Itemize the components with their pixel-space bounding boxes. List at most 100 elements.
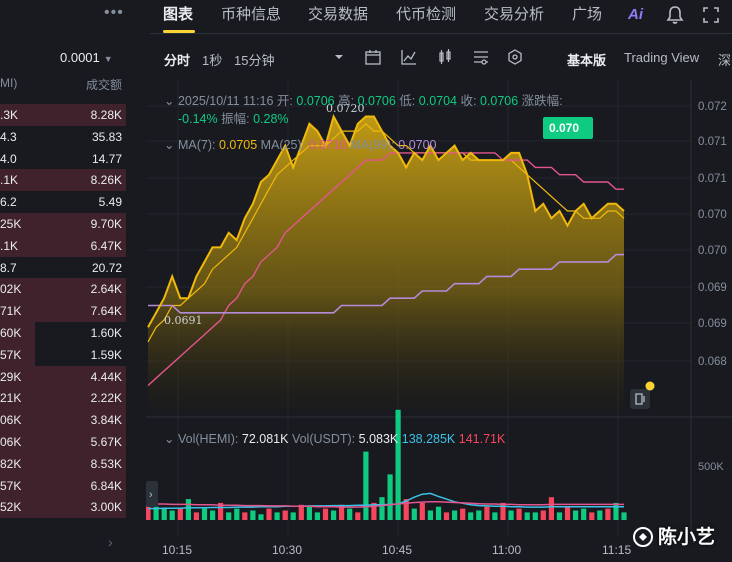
- volume-bar: [476, 510, 482, 520]
- view-tradingview[interactable]: Trading View: [624, 50, 700, 65]
- settings-sliders-icon[interactable]: [472, 48, 490, 66]
- view-basic[interactable]: 基本版: [567, 53, 607, 68]
- time-tick-label: 11:15: [602, 543, 631, 557]
- current-price-tag: 0.070: [543, 117, 593, 139]
- volume-bar: [556, 512, 563, 520]
- order-amount: 5.49: [98, 195, 122, 210]
- order-book-row[interactable]: 02K 2.64K: [0, 278, 126, 301]
- order-book-row[interactable]: 25K 9.70K: [0, 212, 126, 235]
- interval-15m[interactable]: 15分钟: [234, 53, 275, 68]
- volume-bar: [234, 508, 240, 520]
- interval-1s[interactable]: 1秒: [202, 53, 223, 68]
- ma25-line: [147, 152, 624, 387]
- tab-chart[interactable]: 图表: [163, 6, 194, 23]
- order-book-row[interactable]: 52K 3.00K: [0, 496, 126, 519]
- volume-bar: [274, 512, 280, 520]
- calendar-icon[interactable]: [364, 48, 382, 66]
- order-amount: 14.77: [91, 151, 122, 166]
- active-tab-indicator: [163, 30, 195, 33]
- chart-canvas[interactable]: 0.072 0.071 0.071 0.070 0.070 0.069 0.069 0.068…: [146, 80, 732, 562]
- high-marker: 0.0720: [326, 102, 365, 115]
- volume-bar: [452, 510, 458, 520]
- tab-trade-data[interactable]: 交易数据: [308, 6, 369, 23]
- volume-bar: [589, 512, 595, 520]
- order-qty: 57K: [0, 478, 22, 493]
- hexagon-settings-icon[interactable]: [506, 48, 524, 66]
- price-chart[interactable]: 0.072 0.071 0.071 0.070 0.070 0.069 0.069 0.068…: [146, 80, 732, 562]
- order-book-row[interactable]: 06K 5.67K: [0, 430, 126, 453]
- ohlc-legend: ⌄ 2025/10/11 11:16 开: 0.0706 高: 0.0706 低…: [164, 94, 563, 108]
- volume-bar: [266, 508, 272, 520]
- legend-vol-ma-b: 141.71K: [458, 432, 506, 446]
- order-book-row[interactable]: 57K 6.84K: [0, 474, 126, 497]
- volume-axis-tick: 500K: [698, 461, 724, 473]
- depth-bar: [0, 387, 126, 410]
- legend-amplitude: 0.28%: [253, 112, 289, 126]
- volume-bar: [210, 510, 216, 520]
- price-tick-label: 0.071: [698, 136, 727, 148]
- ai-icon[interactable]: Ai: [628, 6, 643, 23]
- order-book-row[interactable]: 60K 1.60K: [0, 321, 126, 344]
- depth-bar: [0, 496, 126, 519]
- volume-bar: [339, 504, 345, 520]
- order-book-row[interactable]: 06K 3.84K: [0, 409, 126, 431]
- volume-bar: [540, 510, 546, 520]
- order-book-row[interactable]: 29K 4.44K: [0, 365, 126, 388]
- volume-ma-line-b: [148, 501, 624, 508]
- time-tick-label: 10:30: [272, 543, 302, 557]
- order-amount: 6.84K: [90, 478, 122, 493]
- order-amount: 2.22K: [90, 391, 122, 406]
- order-book-row[interactable]: 4.3 35.83: [0, 126, 126, 148]
- candlestick-icon[interactable]: [436, 48, 454, 66]
- order-book-row[interactable]: 6.2 5.49: [0, 191, 126, 213]
- depth-bar: [0, 278, 126, 301]
- precision-selector[interactable]: 0.0001 ▼: [60, 50, 130, 68]
- indicator-icon[interactable]: [400, 48, 418, 66]
- precision-value: 0.0001: [60, 50, 100, 65]
- chevron-right-icon[interactable]: ›: [108, 534, 113, 550]
- volume-bar: [460, 508, 466, 520]
- tab-coin-info[interactable]: 币种信息: [221, 6, 282, 23]
- order-qty: 60K: [0, 325, 22, 340]
- bell-icon[interactable]: [664, 4, 686, 26]
- tab-trade-analysis[interactable]: 交易分析: [484, 6, 545, 23]
- order-amount: 8.28K: [90, 108, 122, 122]
- order-book-row[interactable]: 57K 1.59K: [0, 343, 126, 366]
- interval-timeline[interactable]: 分时: [164, 53, 191, 68]
- volume-bar: [621, 512, 627, 520]
- order-book-row[interactable]: 82K 8.53K: [0, 452, 126, 475]
- order-book-row[interactable]: 71K 7.64K: [0, 300, 126, 322]
- dropdown-caret-icon[interactable]: [330, 48, 348, 66]
- expand-icon[interactable]: [700, 4, 722, 26]
- order-book-row[interactable]: 8.7 20.72: [0, 257, 126, 279]
- order-book-row[interactable]: .1K 8.26K: [0, 169, 126, 192]
- volume-bar: [613, 502, 619, 520]
- order-book-row[interactable]: 21K 2.22K: [0, 387, 126, 410]
- volume-bar: [282, 510, 288, 520]
- price-line: [147, 113, 625, 328]
- volume-bar: [314, 512, 320, 520]
- order-book-row[interactable]: 4.0 14.77: [0, 148, 126, 170]
- order-book-row[interactable]: .3K 8.28K: [0, 104, 126, 126]
- more-dots-icon[interactable]: •••: [104, 4, 124, 21]
- legend-change: -0.14%: [178, 112, 218, 126]
- volume-bar: [161, 508, 167, 520]
- order-qty: 82K: [0, 456, 22, 471]
- view-depth[interactable]: 深: [718, 53, 732, 68]
- order-qty: 29K: [0, 369, 22, 384]
- order-amount: 1.59K: [90, 347, 122, 362]
- time-tick-label: 10:45: [382, 543, 412, 557]
- order-qty: 02K: [0, 282, 22, 297]
- tab-square[interactable]: 广场: [572, 6, 603, 23]
- tab-token-check[interactable]: 代币检测: [396, 6, 457, 23]
- order-qty: 8.7: [0, 260, 17, 275]
- volume-bar: [597, 510, 603, 520]
- volume-bar: [201, 508, 208, 520]
- order-book-header-qty: MI): [0, 76, 18, 90]
- order-amount: 5.67K: [90, 434, 122, 449]
- volume-bar: [258, 514, 264, 520]
- order-amount: 35.83: [91, 129, 122, 144]
- order-qty: 06K: [0, 413, 22, 428]
- order-book-row[interactable]: .1K 6.47K: [0, 234, 126, 257]
- volume-bar: [443, 512, 450, 520]
